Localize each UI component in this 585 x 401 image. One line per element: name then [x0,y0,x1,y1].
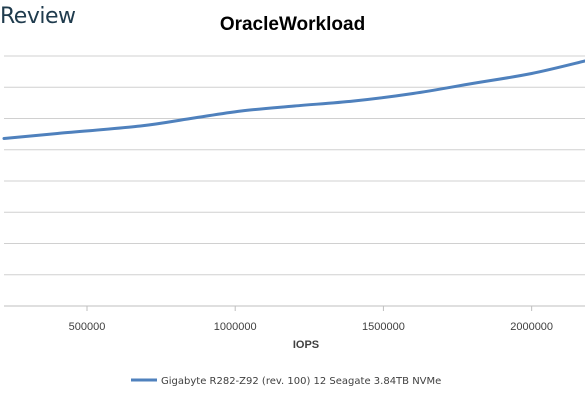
x-axis-label: IOPS [293,339,319,351]
legend: Gigabyte R282-Z92 (rev. 100) 12 Seagate … [131,376,441,387]
brand-logo-text: Review [0,4,76,29]
x-tick-label-1: 1000000 [214,321,257,333]
series-line-0 [2,59,585,140]
x-tick-label-0: 500000 [69,321,106,333]
grid-lines [4,55,585,276]
series-lines [2,59,585,140]
chart-title: OracleWorkload [219,14,366,35]
x-tick-labels: 500000 1000000 1500000 2000000 [69,306,553,333]
legend-entry: Gigabyte R282-Z92 (rev. 100) 12 Seagate … [161,376,441,387]
x-tick-label-2: 1500000 [362,321,405,333]
x-tick-label-3: 2000000 [510,321,553,333]
